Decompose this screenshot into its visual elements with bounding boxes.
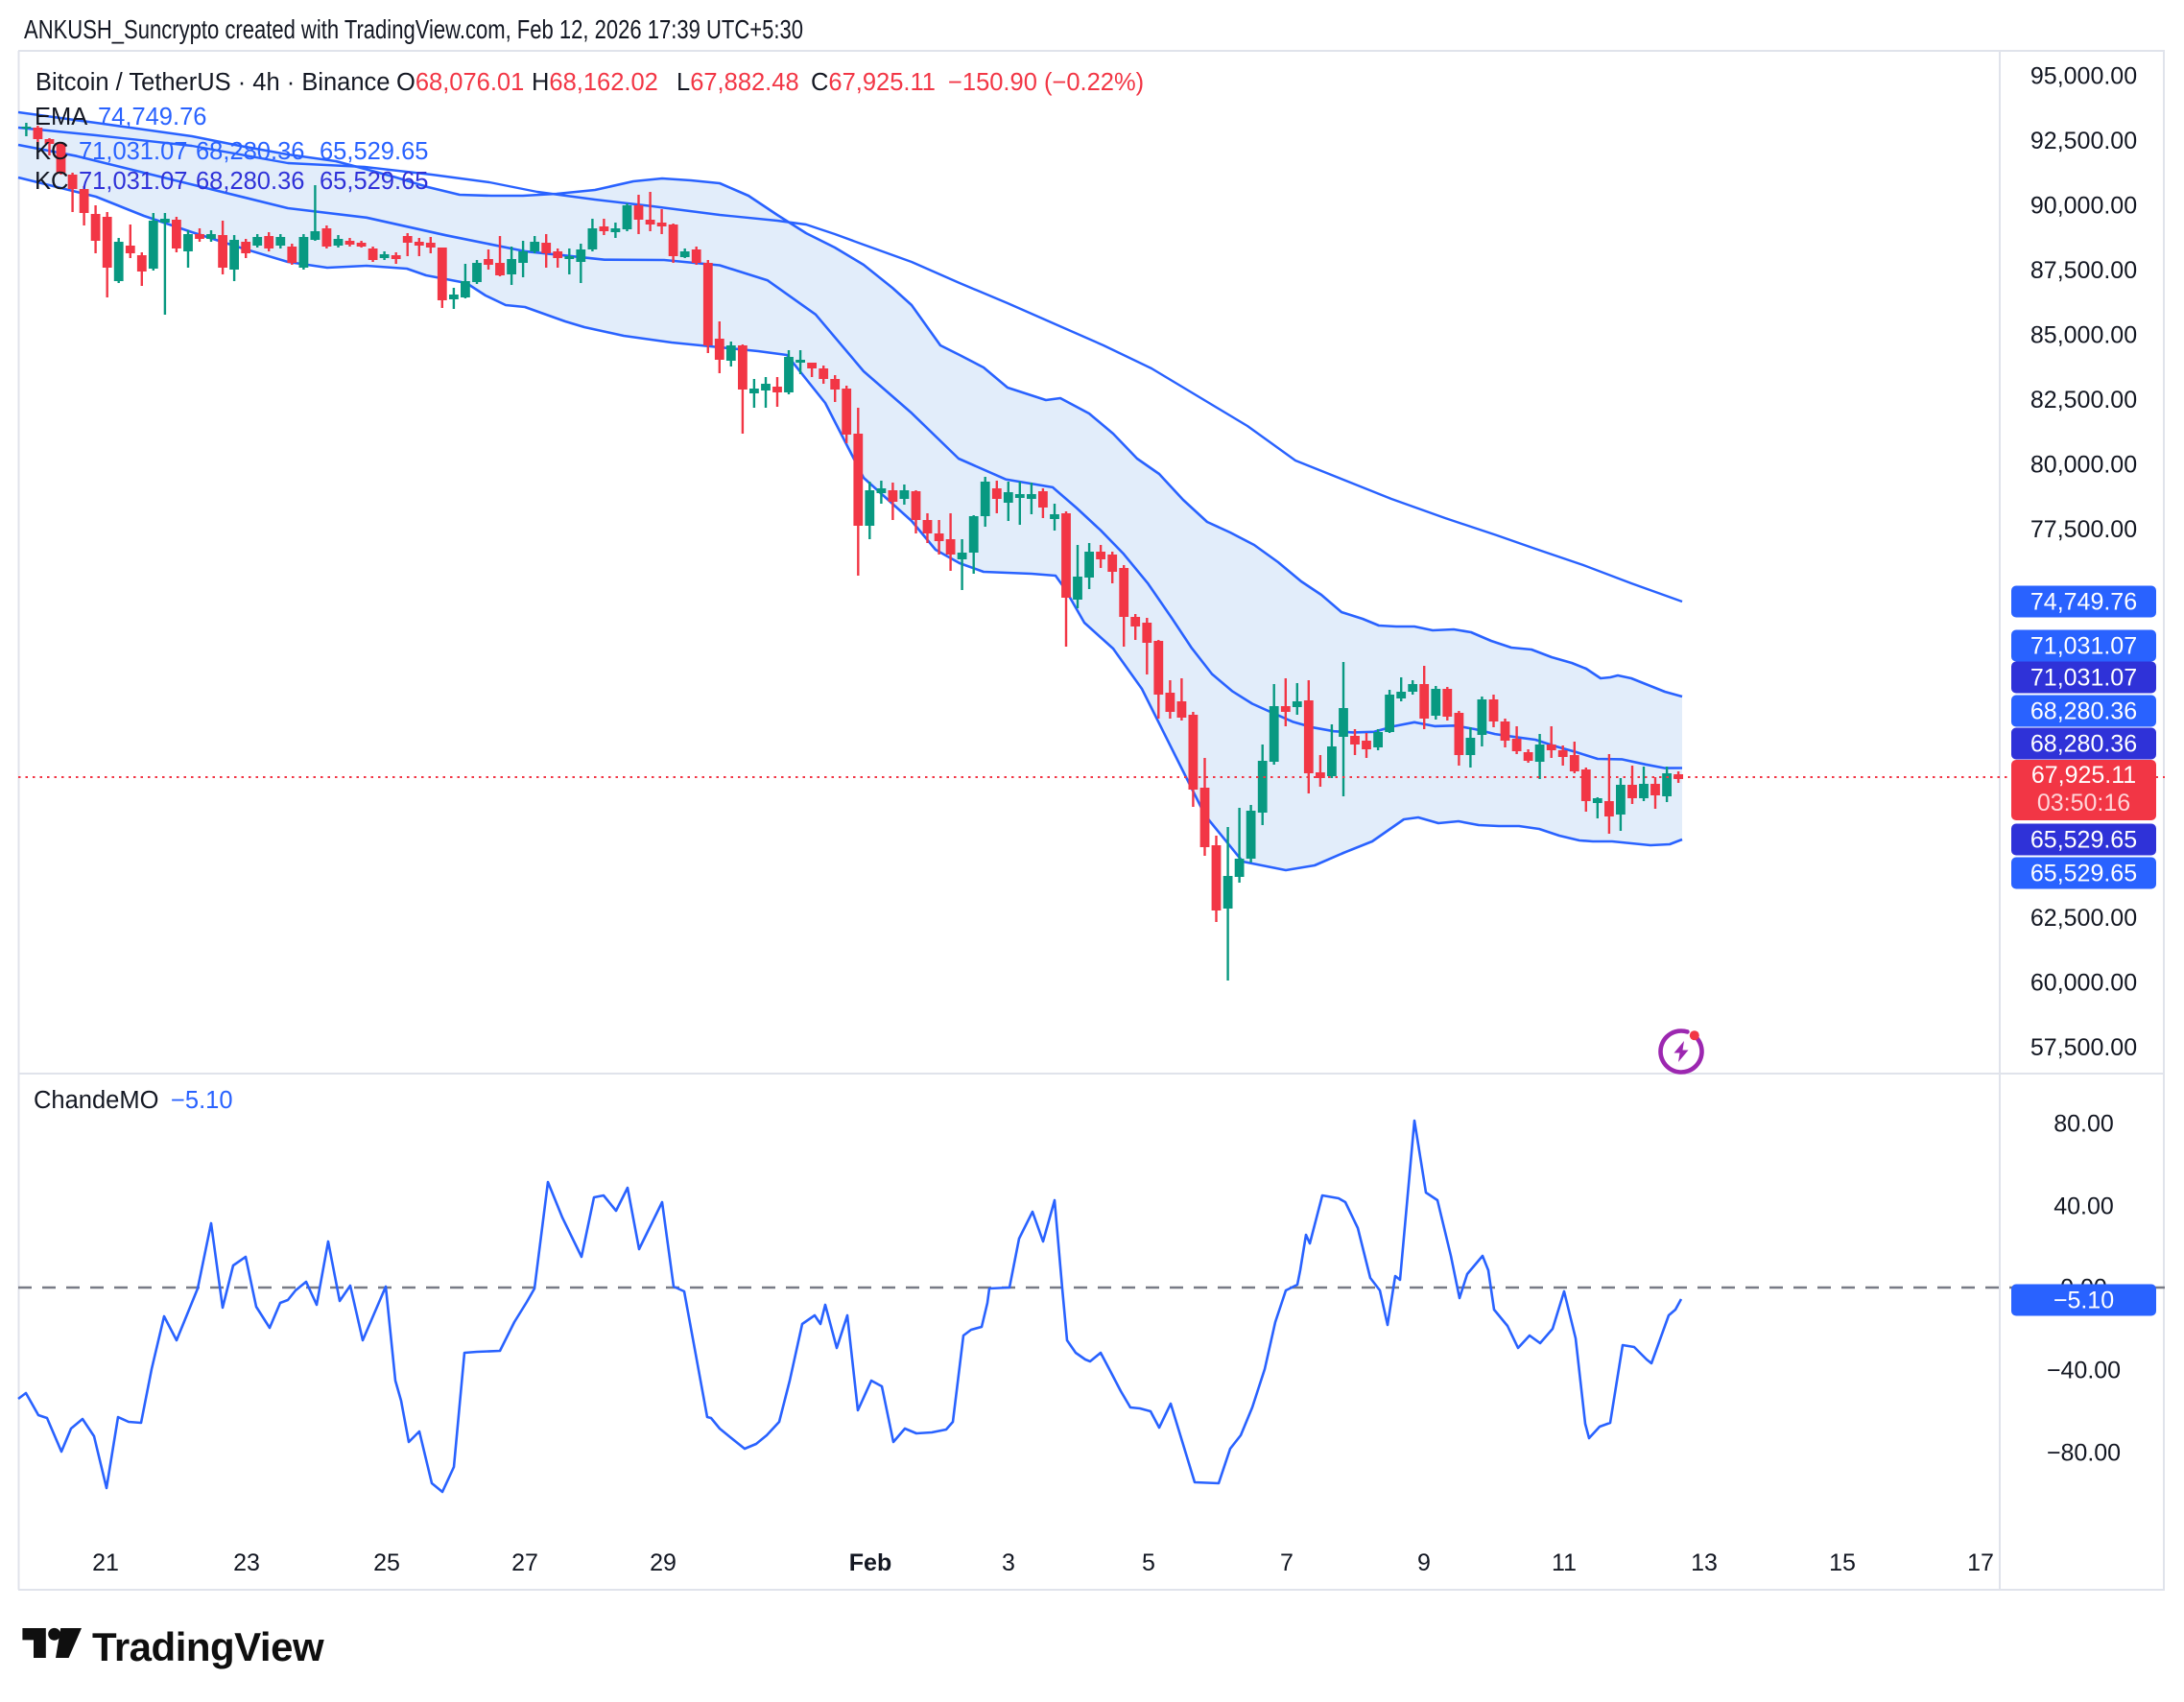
svg-text:92,500.00: 92,500.00 <box>2030 128 2137 154</box>
svg-text:23: 23 <box>233 1549 260 1576</box>
svg-text:13: 13 <box>1691 1549 1718 1576</box>
svg-text:03:50:16: 03:50:16 <box>2037 790 2130 816</box>
svg-text:80.00: 80.00 <box>2053 1111 2114 1138</box>
svg-text:TradingView: TradingView <box>92 1624 324 1669</box>
svg-text:62,500.00: 62,500.00 <box>2030 905 2137 932</box>
svg-text:17: 17 <box>1967 1549 1994 1576</box>
svg-text:68,280.36: 68,280.36 <box>2030 698 2137 725</box>
svg-text:60,000.00: 60,000.00 <box>2030 970 2137 997</box>
svg-text:21: 21 <box>92 1549 119 1576</box>
svg-text:57,500.00: 57,500.00 <box>2030 1034 2137 1061</box>
svg-text:74,749.76: 74,749.76 <box>2030 589 2137 616</box>
svg-text:95,000.00: 95,000.00 <box>2030 63 2137 90</box>
svg-text:68,280.36: 68,280.36 <box>2030 731 2137 758</box>
svg-text:−80.00: −80.00 <box>2047 1440 2121 1467</box>
svg-text:ANKUSH_Suncrypto created with: ANKUSH_Suncrypto created with TradingVie… <box>24 14 803 44</box>
svg-text:71,031.07: 71,031.07 <box>2030 665 2137 692</box>
svg-text:65,529.65: 65,529.65 <box>2030 861 2137 887</box>
svg-text:82,500.00: 82,500.00 <box>2030 387 2137 414</box>
svg-text:80,000.00: 80,000.00 <box>2030 452 2137 479</box>
svg-text:87,500.00: 87,500.00 <box>2030 257 2137 284</box>
svg-text:7: 7 <box>1280 1549 1294 1576</box>
svg-text:−5.10: −5.10 <box>2053 1288 2114 1314</box>
svg-text:ChandeMO−5.10: ChandeMO −5.10 <box>34 1087 233 1114</box>
svg-text:90,000.00: 90,000.00 <box>2030 193 2137 220</box>
svg-text:77,500.00: 77,500.00 <box>2030 516 2137 543</box>
svg-text:5: 5 <box>1142 1549 1155 1576</box>
svg-text:40.00: 40.00 <box>2053 1194 2114 1220</box>
svg-text:65,529.65: 65,529.65 <box>2030 827 2137 854</box>
svg-text:27: 27 <box>511 1549 538 1576</box>
svg-text:Bitcoin / TetherUS · 4h · Bina: Bitcoin / TetherUS · 4h · Binance O68,076… <box>36 69 1144 96</box>
svg-text:9: 9 <box>1417 1549 1431 1576</box>
svg-text:25: 25 <box>373 1549 400 1576</box>
svg-text:71,031.07: 71,031.07 <box>2030 633 2137 660</box>
svg-text:Feb: Feb <box>849 1549 891 1576</box>
svg-text:11: 11 <box>1552 1549 1577 1576</box>
svg-text:85,000.00: 85,000.00 <box>2030 322 2137 349</box>
svg-text:29: 29 <box>650 1549 677 1576</box>
svg-text:67,925.11: 67,925.11 <box>2031 762 2136 789</box>
svg-text:−40.00: −40.00 <box>2047 1358 2121 1384</box>
svg-text:3: 3 <box>1002 1549 1015 1576</box>
svg-text:15: 15 <box>1829 1549 1856 1576</box>
